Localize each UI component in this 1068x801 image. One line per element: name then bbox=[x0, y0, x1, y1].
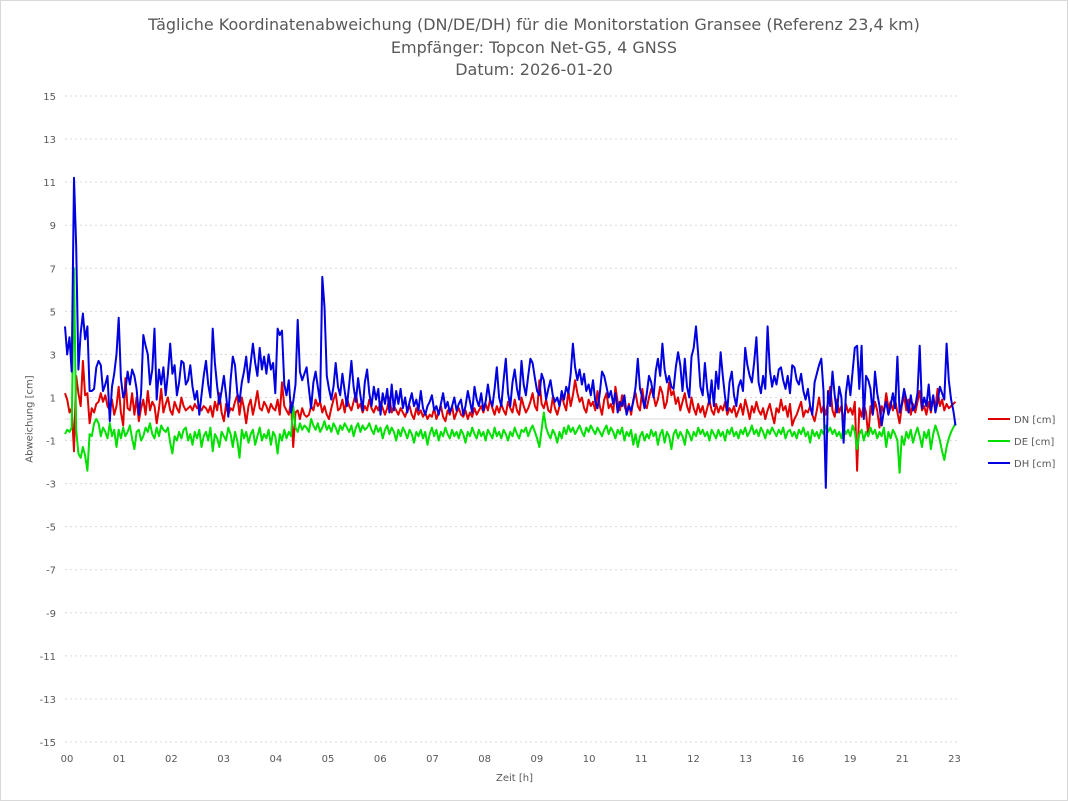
x-tick-label: 06 bbox=[374, 754, 387, 765]
x-tick-label: 16 bbox=[792, 754, 805, 765]
series-line-dh bbox=[64, 176, 957, 489]
series-lines bbox=[64, 176, 957, 489]
legend: DN [cm] DE [cm] DH [cm] bbox=[988, 415, 1056, 470]
y-tick-label: -3 bbox=[46, 480, 56, 491]
y-tick-label: 15 bbox=[43, 92, 56, 103]
x-tick-label: 10 bbox=[583, 754, 596, 765]
y-tick-label: -11 bbox=[40, 652, 56, 663]
x-tick-label: 08 bbox=[478, 754, 491, 765]
chart-subtitle-date: Datum: 2026-01-20 bbox=[455, 60, 613, 79]
x-axis-label: Zeit [h] bbox=[496, 773, 533, 784]
chart-title-group: Tägliche Koordinatenabweichung (DN/DE/DH… bbox=[147, 15, 920, 79]
x-tick-label: 19 bbox=[844, 754, 857, 765]
y-tick-label: 9 bbox=[50, 221, 56, 232]
x-tick-label: 13 bbox=[739, 754, 752, 765]
legend-label: DE [cm] bbox=[1014, 437, 1054, 448]
chart-title: Tägliche Koordinatenabweichung (DN/DE/DH… bbox=[147, 15, 920, 34]
x-tick-label: 01 bbox=[113, 754, 126, 765]
y-tick-labels: 15 13 11 9 7 5 3 1 -1 -3 -5 -7 -9 -11 -13 -15 bbox=[40, 92, 56, 749]
y-axis-label: Abweichung [cm] bbox=[25, 375, 36, 462]
y-gridlines bbox=[65, 95, 960, 743]
x-tick-label: 05 bbox=[322, 754, 335, 765]
y-tick-label: -13 bbox=[40, 695, 56, 706]
x-tick-label: 21 bbox=[896, 754, 909, 765]
x-tick-label: 09 bbox=[531, 754, 544, 765]
x-tick-label: 04 bbox=[269, 754, 282, 765]
y-tick-label: 11 bbox=[43, 178, 56, 189]
y-tick-label: -7 bbox=[46, 566, 56, 577]
x-tick-label: 03 bbox=[217, 754, 230, 765]
x-tick-labels: 00 01 02 03 04 05 06 07 08 09 10 11 12 13 16 19 21 23 bbox=[61, 754, 961, 765]
y-tick-label: 7 bbox=[50, 264, 56, 275]
y-tick-label: 5 bbox=[50, 307, 56, 318]
y-tick-label: 1 bbox=[50, 393, 56, 404]
y-tick-label: -9 bbox=[46, 609, 56, 620]
y-tick-label: -1 bbox=[46, 437, 56, 448]
x-tick-label: 23 bbox=[948, 754, 961, 765]
legend-label: DN [cm] bbox=[1014, 415, 1056, 426]
x-tick-label: 12 bbox=[687, 754, 700, 765]
y-tick-label: -5 bbox=[46, 523, 56, 534]
chart-subtitle-receiver: Empfänger: Topcon Net-G5, 4 GNSS bbox=[391, 38, 677, 57]
y-tick-label: 3 bbox=[50, 350, 56, 361]
legend-label: DH [cm] bbox=[1014, 459, 1056, 470]
x-tick-label: 00 bbox=[61, 754, 74, 765]
x-tick-label: 02 bbox=[165, 754, 178, 765]
x-tick-label: 07 bbox=[426, 754, 439, 765]
y-tick-label: 13 bbox=[43, 135, 56, 146]
y-tick-label: -15 bbox=[40, 738, 56, 749]
series-line-dn bbox=[64, 359, 957, 472]
x-tick-label: 11 bbox=[635, 754, 648, 765]
series-line-de bbox=[64, 267, 957, 474]
